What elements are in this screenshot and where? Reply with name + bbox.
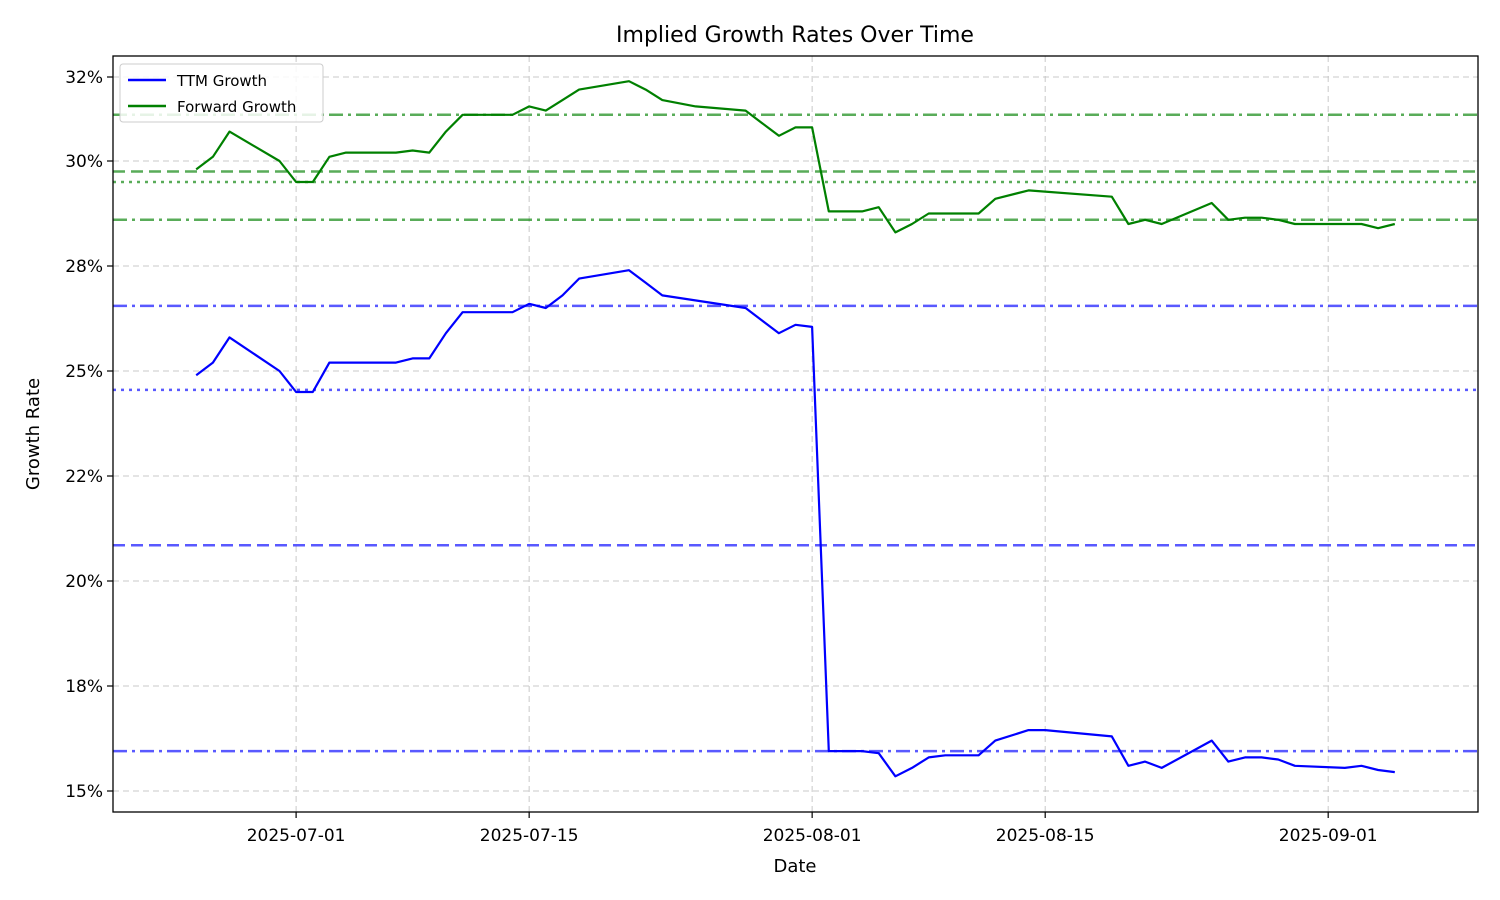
y-tick-label: 28% (65, 257, 103, 277)
legend-box (119, 63, 324, 123)
x-tick-label: 2025-07-15 (480, 826, 579, 846)
y-tick-label: 20% (65, 572, 103, 592)
y-tick-label: 22% (65, 467, 103, 487)
y-tick-label: 15% (65, 782, 103, 802)
ticks: 15% 18% 20% 22% 25% 28% 30% 32% 2025-07-01 2025-0… (65, 68, 1377, 846)
y-axis-title: Growth Rate (23, 378, 44, 490)
grid (113, 56, 1478, 812)
series-line-forward-growth (195, 80, 1396, 234)
y-tick-label: 18% (65, 677, 103, 697)
legend-label-ttm-growth: TTM Growth (176, 72, 267, 90)
x-tick-label: 2025-08-01 (763, 826, 862, 846)
x-tick-label: 2025-08-15 (996, 826, 1095, 846)
series-lines (195, 80, 1396, 778)
x-tick-label: 2025-07-01 (247, 826, 346, 846)
series-line-ttm-growth (195, 269, 1395, 778)
legend-label-forward-growth: Forward Growth (177, 98, 296, 116)
reference-lines (113, 113, 1478, 753)
plot-frame (112, 55, 1479, 813)
legend: TTM Growth Forward Growth (119, 63, 324, 123)
chart-title: Implied Growth Rates Over Time (616, 23, 974, 48)
y-tick-label: 32% (65, 68, 103, 88)
x-tick-label: 2025-09-01 (1279, 826, 1378, 846)
y-tick-label: 30% (65, 152, 103, 172)
x-axis-title: Date (773, 856, 816, 877)
y-tick-label: 25% (65, 362, 103, 382)
